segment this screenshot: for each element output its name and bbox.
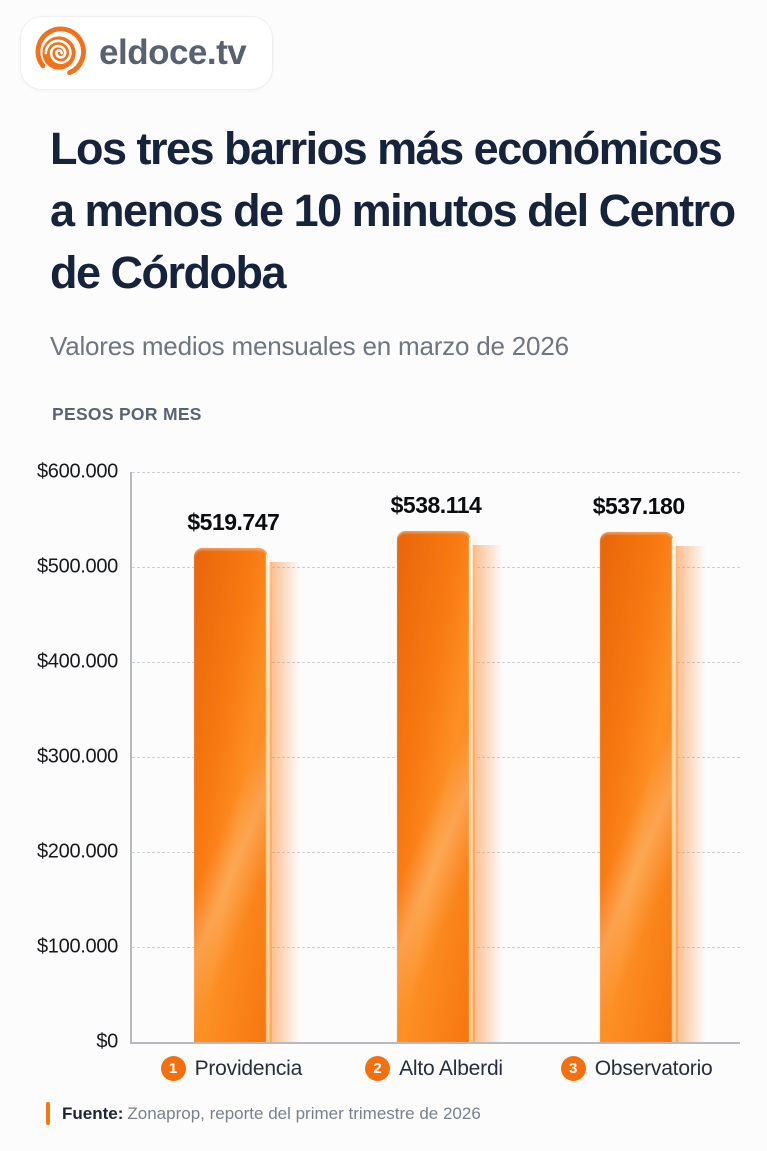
title-line-2: a menos de 10 minutos del Centro: [50, 185, 736, 236]
y-tick-label: $500.000: [36, 555, 118, 578]
plot-area: $600.000 $500.000 $400.000 $300.000 $200.000…: [37, 461, 740, 1053]
rank-badge: 1: [160, 1056, 186, 1081]
category-label-alto-alberdi: 2 Alto Alberdi: [333, 1056, 536, 1081]
page-subtitle: Valores medios mensuales en marzo de 202…: [50, 331, 569, 361]
rank-badge: 2: [365, 1056, 391, 1081]
eldoce-swirl-icon: [35, 26, 86, 76]
footer-accent-bar: [46, 1102, 50, 1125]
source-text: Fuente: Zonaprop, reporte del primer trim…: [62, 1104, 481, 1124]
category-name: Providencia: [194, 1056, 303, 1080]
y-tick-label: $300.000: [36, 745, 118, 768]
title-line-3: de Córdoba: [50, 247, 287, 298]
logo-card: eldoce.tv: [20, 16, 274, 90]
logo-text: eldoce.tv: [99, 33, 247, 72]
category-label-providencia: 1 Providencia: [130, 1056, 333, 1081]
gridline: [132, 472, 740, 473]
bar: [599, 532, 706, 1042]
source-footer: Fuente: Zonaprop, reporte del primer trim…: [46, 1102, 481, 1125]
category-name: Alto Alberdi: [399, 1056, 503, 1080]
y-tick-label: $100.000: [36, 935, 118, 958]
source-label: Fuente:: [62, 1103, 124, 1123]
title-line-1: Los tres barrios más económicos: [50, 123, 723, 174]
y-axis-unit-label: PESOS POR MES: [52, 404, 202, 424]
bar-column-alto-alberdi: $538.114: [335, 472, 538, 1042]
bar-value-label: $538.114: [390, 492, 482, 518]
category-name: Observatorio: [594, 1056, 713, 1080]
y-tick-label: $200.000: [36, 840, 118, 863]
page-title: Los tres barrios más económicos a menos …: [50, 118, 756, 304]
source-value: Zonaprop, reporte del primer trimestre d…: [127, 1103, 481, 1123]
x-axis-labels: 1 Providencia 2 Alto Alberdi 3 Observatorio: [130, 1056, 738, 1081]
bar: [194, 548, 301, 1042]
y-tick-label: $600.000: [36, 460, 118, 483]
bar-value-label: $519.747: [187, 509, 280, 535]
bar-value-label: $537.180: [592, 493, 685, 519]
rank-badge: 3: [560, 1056, 586, 1081]
y-tick-label: $0: [96, 1030, 118, 1053]
bar: [396, 531, 503, 1042]
category-label-observatorio: 3 Observatorio: [535, 1056, 738, 1081]
y-tick-label: $400.000: [36, 650, 118, 673]
bar-column-observatorio: $537.180: [537, 472, 740, 1042]
bar-column-providencia: $519.747: [132, 472, 335, 1042]
